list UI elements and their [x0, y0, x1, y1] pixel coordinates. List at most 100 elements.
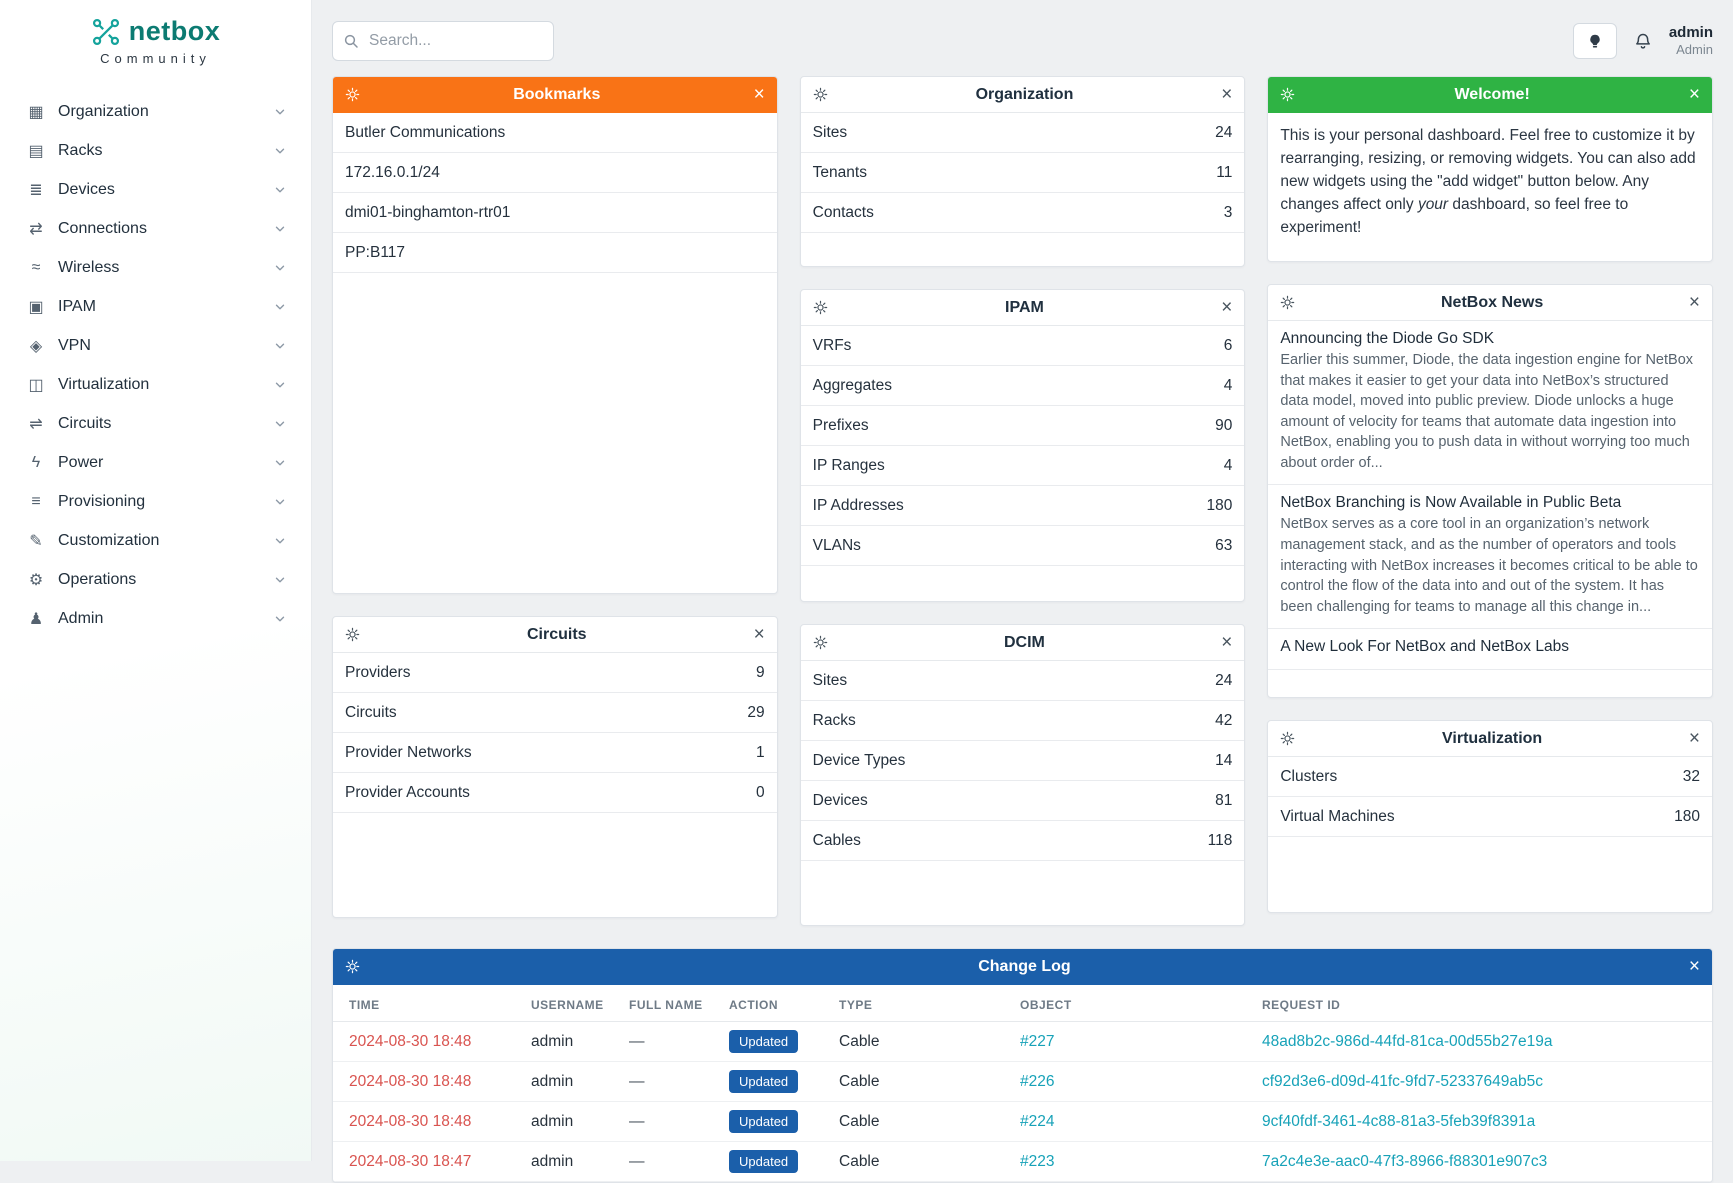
close-icon[interactable]: ×	[753, 624, 765, 645]
stat-row[interactable]: Racks 42	[800, 701, 1245, 741]
close-icon[interactable]: ×	[1221, 632, 1233, 653]
time-link[interactable]: 2024-08-30 18:48	[349, 1112, 472, 1130]
sidebar-item[interactable]: ▦ Organization	[12, 92, 299, 131]
gear-icon[interactable]	[345, 627, 360, 642]
sidebar-item[interactable]: ϟ Power	[12, 443, 299, 482]
ipam-widget-header: IPAM ×	[800, 290, 1245, 326]
username-cell: admin	[521, 1101, 619, 1142]
gear-icon[interactable]	[345, 87, 360, 102]
user-menu[interactable]: admin Admin	[1669, 24, 1713, 59]
news-article-title[interactable]: Announcing the Diode Go SDK	[1280, 330, 1495, 347]
gear-icon[interactable]	[1280, 295, 1295, 310]
time-link[interactable]: 2024-08-30 18:48	[349, 1072, 472, 1090]
stat-row[interactable]: Provider Accounts 0	[333, 773, 777, 813]
sidebar-item[interactable]: ▣ IPAM	[12, 287, 299, 326]
gear-icon[interactable]	[813, 87, 828, 102]
notifications-button[interactable]	[1633, 32, 1653, 51]
stat-row[interactable]: Virtual Machines 180	[1268, 797, 1713, 837]
theme-toggle-button[interactable]	[1572, 23, 1617, 59]
sidebar-item[interactable]: ≈ Wireless	[12, 248, 299, 287]
sidebar-item[interactable]: ⇌ Circuits	[12, 404, 299, 443]
stat-row[interactable]: Tenants 11	[800, 153, 1245, 193]
stat-row[interactable]: IP Addresses 180	[800, 486, 1245, 526]
object-link[interactable]: #226	[1020, 1072, 1055, 1090]
stat-row[interactable]: VLANs 63	[800, 526, 1245, 566]
widget-title: Welcome!	[1454, 85, 1530, 103]
close-icon[interactable]: ×	[1688, 292, 1701, 313]
stat-row[interactable]: Provider Networks 1	[333, 733, 777, 773]
close-icon[interactable]: ×	[1221, 297, 1233, 318]
news-article-title[interactable]: NetBox Branching is Now Available in Pub…	[1280, 494, 1622, 512]
sidebar-item[interactable]: ⇄ Connections	[12, 209, 299, 248]
stat-row[interactable]: Devices 81	[800, 781, 1245, 821]
object-link[interactable]: #224	[1020, 1112, 1055, 1130]
bookmark-item[interactable]: Butler Communications	[333, 113, 777, 153]
gear-icon[interactable]	[813, 635, 828, 650]
sidebar-item[interactable]: ◈ VPN	[12, 326, 299, 365]
request-id-link[interactable]: 7a2c4e3e-aac0-47f3-8966-f88301e907c3	[1262, 1152, 1548, 1170]
close-icon[interactable]: ×	[1688, 956, 1700, 977]
close-icon[interactable]: ×	[753, 84, 765, 105]
bookmark-item[interactable]: dmi01-binghamton-rtr01	[333, 193, 777, 233]
search-input[interactable]	[367, 31, 571, 51]
chevron-down-icon	[273, 378, 287, 392]
type-cell: Cable	[829, 1101, 1010, 1142]
stat-row[interactable]: Cables 118	[800, 821, 1245, 861]
object-link[interactable]: #227	[1020, 1032, 1055, 1050]
stat-row[interactable]: Aggregates 4	[800, 366, 1245, 406]
sidebar-item[interactable]: ♟ Admin	[12, 599, 299, 638]
stat-row[interactable]: IP Ranges 4	[800, 446, 1245, 486]
sidebar-item[interactable]: ◫ Virtualization	[12, 365, 299, 404]
stat-row[interactable]: VRFs 6	[800, 326, 1245, 366]
gear-icon[interactable]	[813, 300, 828, 315]
bookmark-item[interactable]: PP:B117	[333, 233, 777, 273]
news-article-title[interactable]: A New Look For NetBox and NetBox Labs	[1280, 638, 1569, 656]
request-id-link[interactable]: cf92d3e6-d09d-41fc-9fd7-52337649ab5c	[1262, 1072, 1543, 1090]
news-article-excerpt: Earlier this summer, Diode, the data ing…	[1280, 352, 1694, 471]
request-id-link[interactable]: 9cf40fdf-3461-4c88-81a3-5feb39f8391a	[1262, 1112, 1536, 1130]
stat-label: Virtual Machines	[1280, 807, 1395, 825]
stat-row[interactable]: Sites 24	[800, 113, 1245, 153]
user-role: Admin	[1676, 42, 1713, 58]
object-link[interactable]: #223	[1020, 1152, 1055, 1170]
close-icon[interactable]: ×	[1688, 84, 1701, 105]
stat-row[interactable]: Clusters 32	[1268, 757, 1713, 797]
dashboard: Bookmarks × Butler Communications 172.16…	[332, 76, 1714, 926]
stat-row[interactable]: Providers 9	[333, 653, 777, 693]
column-header-action: ACTION	[719, 985, 829, 1022]
chevron-down-icon	[273, 456, 287, 470]
sidebar-item[interactable]: ▤ Racks	[12, 131, 299, 170]
circuits-widget-header: Circuits ×	[333, 617, 777, 653]
time-link[interactable]: 2024-08-30 18:48	[349, 1032, 472, 1050]
gear-icon[interactable]	[345, 959, 360, 974]
chevron-down-icon	[273, 417, 287, 431]
close-icon[interactable]: ×	[1688, 728, 1701, 749]
sidebar-item[interactable]: ≡ Provisioning	[12, 482, 299, 521]
stat-row[interactable]: Device Types 14	[800, 741, 1245, 781]
changelog-widget-header: Change Log ×	[333, 949, 1712, 985]
sidebar-item[interactable]: ⚙ Operations	[12, 560, 299, 599]
stat-row[interactable]: Contacts 3	[800, 193, 1245, 233]
request-id-link[interactable]: 48ad8b2c-986d-44fd-81ca-00d55b27e19a	[1262, 1032, 1553, 1050]
sidebar-item[interactable]: ≣ Devices	[12, 170, 299, 209]
circuits-widget: Circuits × Providers 9 Circuits 29	[332, 616, 778, 918]
chevron-down-icon	[273, 534, 287, 548]
gear-icon[interactable]	[1280, 731, 1295, 746]
ipam-stats: VRFs 6 Aggregates 4 Prefixes 90	[800, 326, 1245, 566]
stat-label: Clusters	[1280, 767, 1338, 785]
chevron-down-icon	[273, 339, 287, 353]
stat-row[interactable]: Sites 24	[800, 661, 1245, 701]
time-link[interactable]: 2024-08-30 18:47	[349, 1152, 472, 1170]
bookmarks-widget: Bookmarks × Butler Communications 172.16…	[332, 76, 778, 594]
type-cell: Cable	[829, 1141, 1010, 1182]
stat-row[interactable]: Prefixes 90	[800, 406, 1245, 446]
gear-icon[interactable]	[1280, 87, 1295, 102]
sidebar-item-label: Connections	[58, 219, 147, 237]
close-icon[interactable]: ×	[1221, 84, 1233, 105]
sidebar-item[interactable]: ✎ Customization	[12, 521, 299, 560]
bookmark-item[interactable]: 172.16.0.1/24	[333, 153, 777, 193]
stat-value: 32	[1682, 767, 1701, 785]
stat-row[interactable]: Circuits 29	[333, 693, 777, 733]
stat-value: 9	[756, 663, 765, 681]
brand-name[interactable]: netbox	[128, 16, 221, 46]
